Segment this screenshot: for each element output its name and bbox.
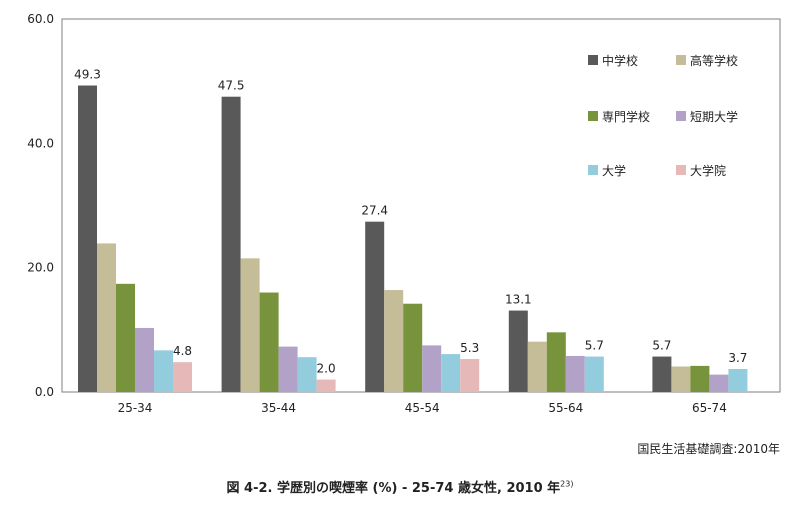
y-tick-label: 40.0 [27, 136, 54, 150]
x-tick-label: 25-34 [118, 401, 153, 415]
data-label: 2.0 [317, 362, 336, 376]
caption-reference: 23) [560, 479, 574, 489]
bar [690, 365, 710, 392]
bar [671, 366, 691, 392]
x-tick-label: 35-44 [261, 401, 296, 415]
data-label: 47.5 [218, 79, 245, 93]
bar [384, 290, 404, 392]
figure-caption: 図 4-2. 学歴別の喫煙率 (%) - 25-74 歳女性, 2010 年23… [0, 477, 800, 496]
data-label: 4.8 [173, 344, 192, 358]
y-tick-label: 0.0 [35, 385, 54, 399]
bar [546, 332, 566, 392]
source-note: 国民生活基礎調査:2010年 [637, 442, 780, 456]
legend-label: 短期大学 [690, 109, 738, 124]
x-tick-label: 65-74 [692, 401, 727, 415]
bar [221, 96, 241, 392]
bar [652, 356, 672, 392]
y-tick-label: 20.0 [27, 261, 54, 275]
data-labels: 49.3 47.5 27.4 13.1 5.7 5.7 3.7 4.8 2.0 5.3 [74, 68, 747, 376]
bar [422, 345, 442, 392]
bar [316, 379, 336, 392]
bar [135, 327, 154, 392]
legend-swatch [676, 111, 686, 121]
bar [508, 310, 528, 392]
legend-swatch [588, 165, 598, 175]
data-label: 49.3 [74, 68, 101, 82]
bar [403, 303, 423, 392]
bar [527, 341, 547, 392]
bar [278, 346, 298, 392]
data-label: 5.3 [460, 341, 479, 355]
legend-label: 専門学校 [602, 109, 650, 124]
legend-label: 中学校 [602, 53, 638, 68]
legend-label: 高等学校 [690, 53, 738, 68]
bar-chart: 0.0 20.0 40.0 60.0 49.3 47.5 27.4 13.1 5.7 5.7 3.… [27, 12, 781, 415]
legend-swatch [588, 55, 598, 65]
data-label: 13.1 [505, 293, 532, 307]
bar [259, 292, 279, 392]
bar [97, 243, 116, 392]
bar [584, 356, 604, 392]
bar [78, 85, 97, 392]
data-label: 5.7 [652, 339, 671, 353]
bar [240, 258, 260, 392]
x-tick-label: 55-64 [548, 401, 583, 415]
bar [441, 354, 461, 392]
y-tick-label: 60.0 [27, 12, 54, 26]
bar [709, 374, 729, 392]
bar [297, 357, 317, 392]
legend-label: 大学 [602, 163, 626, 178]
legend-swatch [676, 55, 686, 65]
legend-swatch [588, 111, 598, 121]
bar [154, 350, 173, 392]
bar [728, 368, 748, 392]
x-axis-tick-labels: 25-34 35-44 45-54 55-64 65-74 [118, 401, 727, 415]
bar [460, 359, 480, 392]
bars [78, 85, 748, 392]
bar [365, 221, 385, 392]
data-label: 3.7 [728, 351, 747, 365]
caption-text: 図 4-2. 学歴別の喫煙率 (%) - 25-74 歳女性, 2010 年 [226, 481, 561, 496]
legend-swatch [676, 165, 686, 175]
bar [116, 283, 135, 392]
x-tick-label: 45-54 [405, 401, 440, 415]
legend-label: 大学院 [690, 163, 726, 178]
data-label: 27.4 [361, 204, 388, 218]
data-label: 5.7 [585, 339, 604, 353]
bar [565, 355, 585, 392]
bar [173, 362, 192, 392]
y-axis-tick-labels: 0.0 20.0 40.0 60.0 [27, 12, 54, 399]
